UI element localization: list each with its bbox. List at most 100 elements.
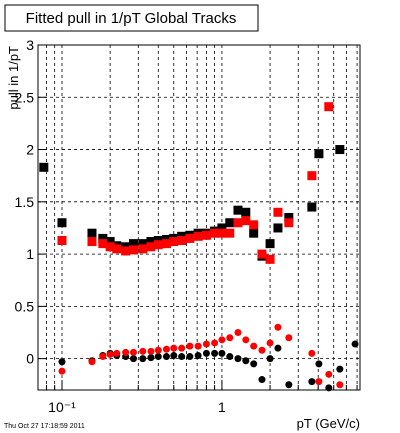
square-marker bbox=[233, 205, 243, 215]
square-marker bbox=[233, 218, 243, 228]
circle-marker bbox=[211, 349, 219, 357]
circle-marker bbox=[130, 348, 138, 356]
square-marker bbox=[87, 237, 97, 247]
circle-marker bbox=[130, 355, 138, 363]
circle-marker bbox=[308, 349, 316, 357]
y-tick-label: 0.5 bbox=[15, 298, 35, 314]
circle-marker bbox=[351, 340, 359, 348]
circle-marker bbox=[186, 342, 194, 350]
circle-marker bbox=[242, 357, 250, 365]
square-marker bbox=[105, 242, 115, 252]
circle-marker bbox=[139, 347, 147, 355]
circle-marker bbox=[266, 355, 274, 363]
square-marker bbox=[314, 149, 324, 159]
y-tick-label: 3 bbox=[26, 37, 34, 53]
square-marker bbox=[225, 228, 235, 238]
square-marker bbox=[161, 239, 171, 249]
circle-marker bbox=[234, 329, 242, 336]
y-tick-label: 0 bbox=[26, 351, 34, 367]
square-marker bbox=[87, 228, 97, 238]
circle-marker bbox=[58, 358, 66, 366]
circle-marker bbox=[285, 381, 293, 389]
square-marker bbox=[241, 207, 251, 217]
square-marker bbox=[129, 245, 139, 255]
circle-marker bbox=[154, 353, 162, 361]
y-tick-label: 2.5 bbox=[15, 89, 35, 105]
square-marker bbox=[273, 207, 283, 217]
circle-marker bbox=[258, 376, 266, 384]
plot-frame bbox=[37, 44, 361, 391]
circle-marker bbox=[194, 342, 202, 350]
square-marker bbox=[241, 216, 251, 226]
square-marker bbox=[177, 236, 187, 245]
square-marker bbox=[257, 249, 267, 259]
circle-marker bbox=[147, 347, 155, 355]
square-marker bbox=[284, 213, 294, 222]
square-marker bbox=[335, 145, 345, 155]
square-marker bbox=[138, 244, 148, 254]
circle-marker bbox=[308, 378, 316, 386]
footer: Thu Oct 27 17:18:59 2011 bbox=[4, 423, 85, 430]
square-marker bbox=[57, 236, 67, 245]
square-marker bbox=[153, 240, 163, 250]
circle-marker bbox=[315, 378, 323, 386]
circle-marker bbox=[58, 367, 66, 375]
circle-marker bbox=[113, 349, 121, 357]
square-marker bbox=[284, 218, 294, 228]
circle-marker bbox=[202, 340, 210, 348]
square-marker bbox=[210, 228, 220, 238]
circle-marker bbox=[202, 349, 210, 357]
square-marker bbox=[112, 244, 122, 254]
circle-marker bbox=[122, 348, 130, 356]
square-marker bbox=[307, 202, 317, 212]
circle-marker bbox=[194, 352, 202, 359]
circle-marker bbox=[186, 353, 194, 361]
circle-marker bbox=[250, 342, 258, 350]
square-marker bbox=[185, 233, 195, 243]
square-marker bbox=[146, 237, 156, 247]
circle-marker bbox=[106, 350, 114, 358]
circle-marker bbox=[226, 334, 234, 342]
square-marker bbox=[105, 237, 115, 247]
circle-marker bbox=[211, 339, 219, 347]
square-marker bbox=[121, 246, 131, 256]
circle-marker bbox=[226, 353, 234, 361]
square-marker bbox=[169, 237, 179, 247]
square-marker bbox=[273, 223, 283, 233]
circle-marker bbox=[170, 352, 178, 359]
circle-marker bbox=[274, 344, 282, 352]
circle-marker bbox=[285, 334, 293, 342]
circle-marker bbox=[162, 345, 170, 353]
square-marker bbox=[201, 230, 211, 240]
circle-marker bbox=[250, 360, 258, 368]
square-marker bbox=[265, 254, 275, 264]
circle-marker bbox=[258, 346, 266, 354]
square-marker bbox=[265, 239, 275, 249]
square-marker bbox=[324, 102, 334, 112]
y-tick-label: 1.5 bbox=[15, 194, 35, 210]
square-marker bbox=[146, 242, 156, 252]
circle-marker bbox=[178, 353, 186, 361]
square-marker bbox=[129, 239, 139, 249]
circle-marker bbox=[178, 344, 186, 352]
circle-marker bbox=[336, 381, 344, 389]
square-marker bbox=[249, 220, 259, 230]
square-marker bbox=[39, 162, 49, 172]
y-tick-label: 1 bbox=[26, 246, 34, 262]
circle-marker bbox=[315, 360, 323, 368]
chart-title: Fitted pull in 1/pT Global Tracks bbox=[26, 10, 237, 27]
y-axis-label: pull in 1/pT bbox=[6, 46, 21, 110]
circle-marker bbox=[147, 354, 155, 362]
title-box bbox=[4, 4, 259, 32]
square-marker bbox=[57, 218, 67, 228]
circle-marker bbox=[139, 355, 147, 363]
square-marker bbox=[98, 239, 108, 249]
square-marker bbox=[98, 233, 108, 243]
circle-marker bbox=[154, 346, 162, 354]
circle-marker bbox=[162, 353, 170, 361]
circle-marker bbox=[99, 353, 107, 361]
square-marker bbox=[193, 231, 203, 241]
circle-marker bbox=[218, 349, 226, 357]
square-marker bbox=[217, 223, 227, 233]
